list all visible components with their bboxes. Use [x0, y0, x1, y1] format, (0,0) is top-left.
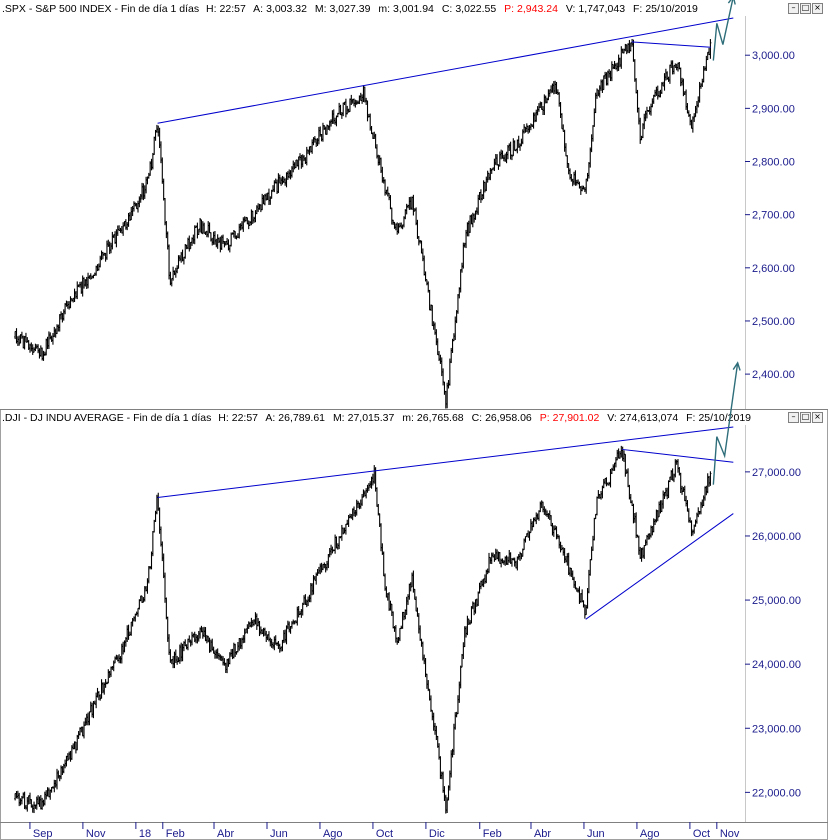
dji-mm-value: 26,765.68 — [417, 412, 464, 424]
dji-ytick-label: 22,000.00 — [752, 787, 801, 799]
dji-forecast-arrowhead — [732, 361, 741, 371]
dji-trendline — [585, 513, 734, 620]
xtick-label: Abr — [217, 828, 234, 840]
xtick-label: Nov — [720, 828, 740, 840]
dji-panel: .DJI - DJ INDU AVERAGE - Fin de día 1 dí… — [2, 361, 801, 822]
dji-v-value: 274,613,074 — [620, 412, 679, 424]
spx-price-bars — [14, 38, 712, 409]
spx-ytick-label: 2,500.00 — [752, 316, 795, 328]
dji-period: Fin de día 1 días — [133, 412, 211, 424]
x-axis: Sep Nov 18 Feb Abr Jun Ago Oct Dic Feb Abr Jun Ago Oc… — [29, 822, 740, 840]
xtick-label: Oct — [693, 828, 710, 840]
dji-trendline — [157, 426, 734, 499]
spx-panel-bg — [0, 0, 828, 409]
dji-p-value: 27,901.02 — [553, 412, 600, 424]
dji-maximize-button[interactable]: □ — [800, 412, 811, 423]
xtick-label: Feb — [166, 828, 185, 840]
dji-h-value: 22:57 — [232, 412, 258, 424]
spx-forecast-arrowhead — [727, 0, 736, 5]
xtick-label: Sep — [33, 828, 53, 840]
spx-symbol: .SPX — [2, 3, 26, 15]
spx-trendline — [157, 17, 734, 124]
dji-a-value: 26,789.61 — [278, 412, 325, 424]
spx-y-axis: 3,000.00 2,900.00 2,800.00 2,700.00 2,600.00… — [745, 50, 795, 381]
spx-annotations — [157, 0, 736, 124]
spx-forecast-arrow — [712, 0, 734, 61]
xtick-label: Nov — [86, 828, 106, 840]
xtick-label: Dic — [429, 828, 445, 840]
dji-annotations — [157, 361, 741, 620]
dji-minimize-button[interactable]: – — [788, 412, 799, 423]
dji-y-axis: 27,000.00 26,000.00 25,000.00 24,000.00 23,0… — [745, 467, 801, 799]
spx-ytick-label: 2,400.00 — [752, 369, 795, 381]
xtick-label: Ago — [640, 828, 660, 840]
xtick-label: Jun — [587, 828, 605, 840]
dji-m-value: 27,015.37 — [348, 412, 395, 424]
xtick-label: Jun — [270, 828, 288, 840]
dji-f-value: 25/10/2019 — [698, 412, 751, 424]
spx-m-value: 3,027.39 — [330, 3, 371, 15]
spx-ytick-label: 3,000.00 — [752, 50, 795, 62]
spx-panel: .SPX - S&P 500 INDEX - Fin de día 1 días… — [0, 0, 828, 409]
spx-name: S&P 500 INDEX — [35, 3, 111, 15]
dji-ytick-label: 25,000.00 — [752, 595, 801, 607]
spx-a-value: 3,003.32 — [266, 3, 307, 15]
spx-ytick-label: 2,900.00 — [752, 103, 795, 115]
dji-ytick-label: 24,000.00 — [752, 659, 801, 671]
xtick-label: Feb — [483, 828, 502, 840]
dji-symbol: .DJI — [2, 412, 21, 424]
spx-c-value: 3,022.55 — [455, 3, 496, 15]
xtick-label: Ago — [323, 828, 343, 840]
dji-close-button[interactable]: × — [812, 412, 823, 423]
spx-ytick-label: 2,600.00 — [752, 263, 795, 275]
spx-p-value: 2,943.24 — [517, 3, 558, 15]
spx-v-value: 1,747,043 — [578, 3, 625, 15]
xtick-label: 18 — [139, 828, 151, 840]
xtick-label: Oct — [376, 828, 393, 840]
spx-f-value: 25/10/2019 — [645, 3, 698, 15]
dji-ytick-label: 27,000.00 — [752, 467, 801, 479]
dji-ytick-label: 26,000.00 — [752, 531, 801, 543]
spx-header: .SPX - S&P 500 INDEX - Fin de día 1 días… — [2, 3, 698, 15]
spx-ytick-label: 2,700.00 — [752, 210, 795, 222]
spx-mm-value: 3,001.94 — [393, 3, 434, 15]
dji-name: DJ INDU AVERAGE — [30, 412, 124, 424]
spx-close-button[interactable]: × — [812, 3, 823, 14]
xtick-label: Abr — [534, 828, 551, 840]
spx-minimize-button[interactable]: – — [788, 3, 799, 14]
spx-h-value: 22:57 — [220, 3, 246, 15]
dji-c-value: 26,958.06 — [485, 412, 532, 424]
dji-forecast-arrow — [712, 362, 739, 485]
dji-ytick-label: 23,000.00 — [752, 723, 801, 735]
dji-header: .DJI - DJ INDU AVERAGE - Fin de día 1 dí… — [2, 412, 751, 424]
spx-trendline — [631, 41, 711, 48]
spx-maximize-button[interactable]: □ — [800, 3, 811, 14]
spx-ytick-label: 2,800.00 — [752, 157, 795, 169]
spx-period: Fin de día 1 días — [121, 3, 199, 15]
dji-price-bars — [14, 445, 712, 814]
